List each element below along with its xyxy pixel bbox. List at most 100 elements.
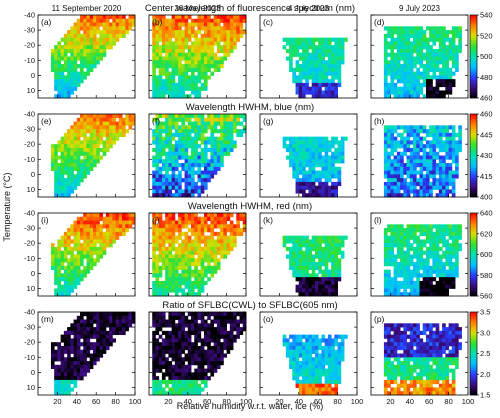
colorbar-segment: [470, 129, 477, 131]
heatmap-cell: [387, 251, 391, 255]
heatmap-cell: [449, 189, 453, 193]
heatmap-cell: [194, 57, 198, 61]
heatmap-cell: [394, 258, 398, 262]
colorbar-segment: [470, 259, 477, 261]
heatmap-cell: [191, 83, 195, 87]
heatmap-cell: [122, 327, 126, 331]
heatmap-cell: [341, 137, 345, 141]
heatmap-cell: [407, 60, 411, 64]
heatmap-cell: [178, 87, 182, 91]
heatmap-cell: [240, 217, 244, 221]
heatmap-cell: [420, 178, 424, 182]
heatmap-cell: [159, 365, 163, 369]
heatmap-cell: [99, 342, 103, 346]
heatmap-cell: [172, 258, 176, 262]
heatmap-cell: [302, 270, 306, 274]
heatmap-cell: [54, 387, 58, 391]
heatmap-cell: [175, 239, 179, 243]
heatmap-cell: [181, 118, 185, 122]
heatmap-cell: [283, 45, 287, 49]
heatmap-cell: [403, 236, 407, 240]
heatmap-cell: [325, 53, 329, 57]
heatmap-cell: [125, 118, 129, 122]
heatmap-cell: [109, 323, 113, 327]
heatmap-cell: [227, 122, 231, 126]
heatmap-cell: [57, 189, 61, 193]
heatmap-cell: [387, 174, 391, 178]
heatmap-cell: [99, 118, 103, 122]
heatmap-cell: [452, 159, 456, 163]
heatmap-cell: [400, 38, 404, 42]
heatmap-cell: [204, 273, 208, 277]
heatmap-cell: [420, 273, 424, 277]
heatmap-cell: [309, 152, 313, 156]
heatmap-cell: [125, 19, 129, 23]
heatmap-cell: [175, 49, 179, 53]
heatmap-cell: [436, 186, 440, 190]
heatmap-cell: [80, 129, 84, 133]
heatmap-cell: [429, 49, 433, 53]
heatmap-cell: [172, 152, 176, 156]
heatmap-cell: [407, 53, 411, 57]
heatmap-cell: [445, 182, 449, 186]
heatmap-cell: [223, 133, 227, 137]
heatmap-cell: [93, 221, 97, 225]
colorbar-segment: [470, 73, 477, 75]
heatmap-cell: [413, 60, 417, 64]
heatmap-cell: [168, 57, 172, 61]
heatmap-cell: [220, 64, 224, 68]
heatmap-cell: [152, 372, 156, 376]
heatmap-cell: [67, 90, 71, 94]
heatmap-cell: [331, 247, 335, 251]
heatmap-cell: [188, 75, 192, 79]
heatmap-cell: [400, 140, 404, 144]
heatmap-cell: [455, 167, 459, 171]
heatmap-cell: [168, 64, 172, 68]
heatmap-cell: [384, 148, 388, 152]
heatmap-cell: [80, 243, 84, 247]
heatmap-cell: [436, 236, 440, 240]
heatmap-cell: [168, 49, 172, 53]
heatmap-cell: [217, 262, 221, 266]
heatmap-cell: [172, 365, 176, 369]
heatmap-cell: [312, 72, 316, 76]
heatmap-cell: [80, 316, 84, 320]
heatmap-cell: [394, 45, 398, 49]
heatmap-cell: [299, 68, 303, 72]
heatmap-cell: [96, 38, 100, 42]
heatmap-cell: [67, 34, 71, 38]
heatmap-cell: [70, 331, 74, 335]
heatmap-cell: [331, 163, 335, 167]
heatmap-cell: [439, 60, 443, 64]
colorbar-segment: [470, 168, 477, 170]
heatmap-cell: [315, 72, 319, 76]
heatmap-cell: [51, 262, 55, 266]
heatmap-cell: [181, 152, 185, 156]
heatmap-cell: [449, 167, 453, 171]
heatmap-cell: [99, 57, 103, 61]
heatmap-cell: [420, 30, 424, 34]
heatmap-cell: [198, 90, 202, 94]
heatmap-cell: [162, 15, 166, 19]
heatmap-cell: [442, 34, 446, 38]
heatmap-cell: [181, 83, 185, 87]
heatmap-cell: [109, 144, 113, 148]
heatmap-cell: [178, 38, 182, 42]
heatmap-cell: [80, 217, 84, 221]
heatmap-cell: [416, 41, 420, 45]
heatmap-cell: [416, 288, 420, 292]
heatmap-cell: [204, 221, 208, 225]
heatmap-cell: [57, 387, 61, 391]
heatmap-cell: [240, 232, 244, 236]
heatmap-cell: [286, 38, 290, 42]
heatmap-cell: [318, 41, 322, 45]
heatmap-cell: [90, 342, 94, 346]
heatmap-cell: [429, 171, 433, 175]
heatmap-cell: [194, 83, 198, 87]
heatmap-cell: [286, 148, 290, 152]
heatmap-cell: [416, 26, 420, 30]
heatmap-cell: [400, 178, 404, 182]
heatmap-cell: [328, 64, 332, 68]
heatmap-cell: [214, 41, 218, 45]
heatmap-cell: [407, 243, 411, 247]
